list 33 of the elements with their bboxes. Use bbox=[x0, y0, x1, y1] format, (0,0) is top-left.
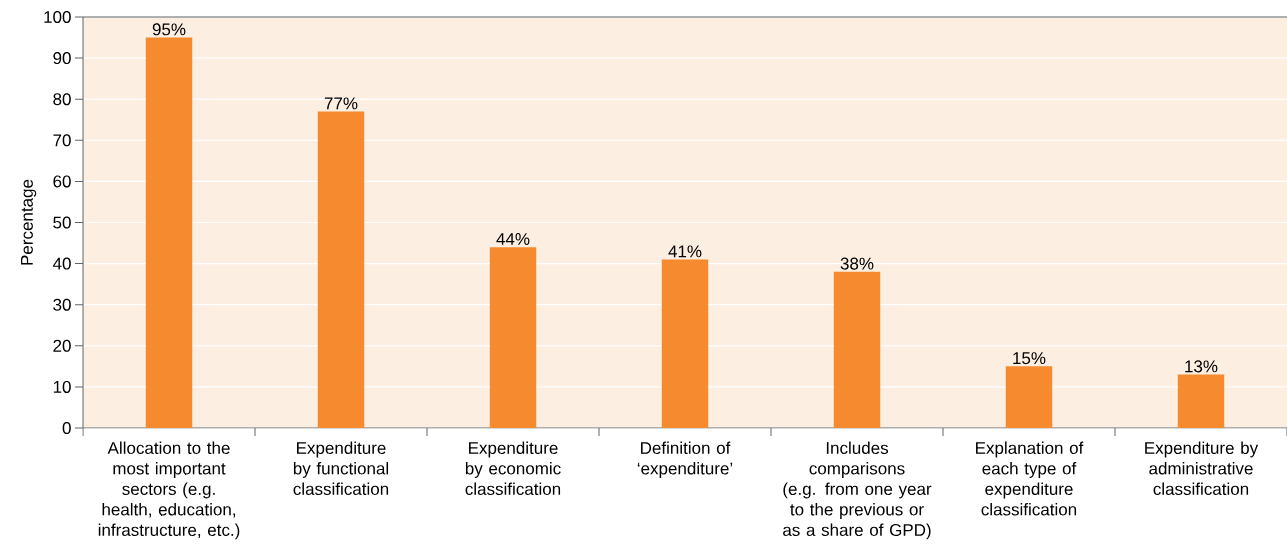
data-label: 44% bbox=[496, 233, 530, 245]
bar bbox=[145, 37, 193, 428]
bar bbox=[661, 259, 709, 428]
data-label: 77% bbox=[324, 97, 358, 110]
x-tick-label: Expenditure by administrative classification bbox=[1145, 441, 1259, 496]
y-tick-label: 90 bbox=[53, 52, 71, 65]
y-tick-label: 70 bbox=[53, 134, 71, 147]
y-tick-label: 100 bbox=[44, 10, 71, 24]
x-tick-label: Expenditure by economic classification bbox=[465, 441, 561, 496]
y-tick-label: 80 bbox=[53, 93, 71, 106]
y-tick-label: 60 bbox=[53, 175, 71, 188]
bar bbox=[1005, 366, 1053, 428]
bar bbox=[317, 111, 365, 428]
data-label: 15% bbox=[1013, 352, 1046, 365]
bar bbox=[1177, 374, 1225, 428]
y-tick-label: 40 bbox=[52, 257, 71, 270]
data-label: 41% bbox=[668, 245, 702, 258]
y-tick-label: 20 bbox=[53, 339, 71, 352]
data-label: 13% bbox=[1185, 360, 1218, 373]
y-tick-label: 10 bbox=[53, 380, 71, 393]
y-axis-title: Percentage bbox=[21, 179, 37, 265]
bar bbox=[489, 247, 537, 428]
y-tick-label: 50 bbox=[53, 216, 71, 229]
x-tick-label: Expenditure by functional classification bbox=[293, 441, 389, 496]
data-label: 95% bbox=[152, 23, 186, 36]
y-tick-label: 30 bbox=[53, 298, 71, 311]
data-label: 38% bbox=[840, 257, 874, 270]
bar bbox=[833, 271, 881, 428]
x-tick-label: Includes comparisons (e.g. from one year to the previous or as a share of GPD) bbox=[783, 441, 932, 540]
y-tick-label: 0 bbox=[62, 421, 71, 435]
x-tick-label: Allocation to the most important sectors (e.g. health, education, infrastructure, etc.) bbox=[98, 441, 240, 540]
x-tick-label: Definition of ‘expenditure’ bbox=[637, 441, 733, 478]
x-tick-label: Explanation of each type of expenditure classification bbox=[976, 441, 1084, 516]
